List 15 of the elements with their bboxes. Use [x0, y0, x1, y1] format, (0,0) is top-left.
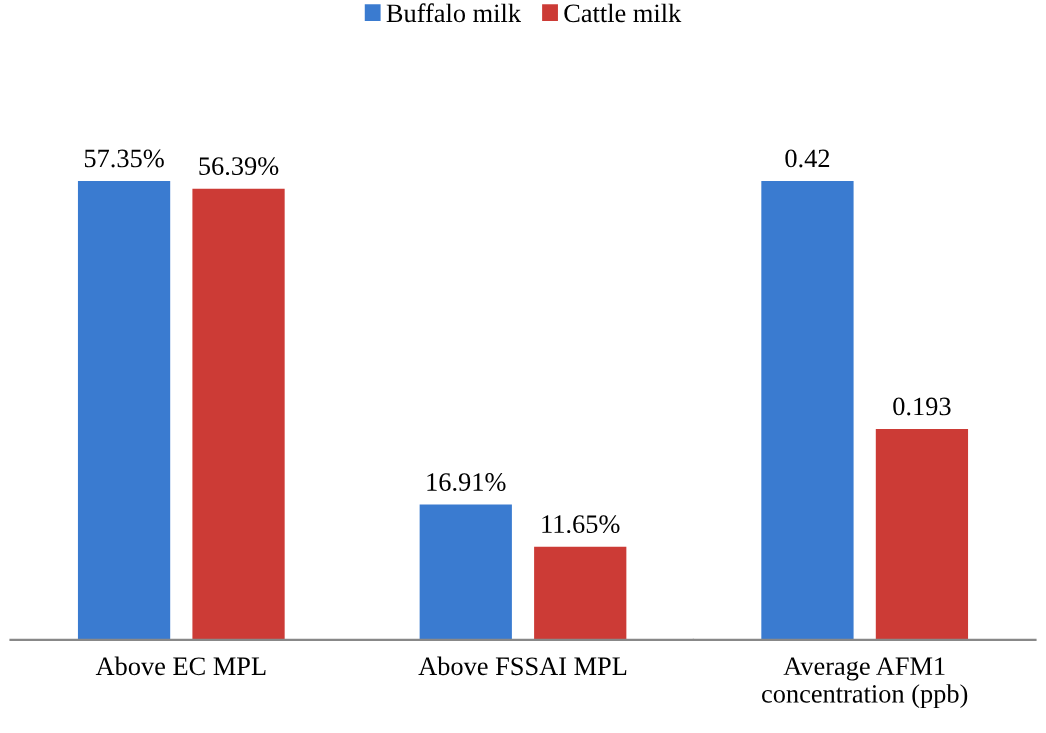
bar [419, 504, 512, 640]
data-label: 56.39% [199, 157, 279, 176]
x-tick-label: Above FSSAI MPL [418, 656, 627, 676]
data-label: 16.91% [427, 473, 506, 492]
legend-label: Buffalo milk [386, 3, 522, 23]
x-tick-label: Above EC MPL [95, 656, 266, 676]
bar [77, 180, 171, 640]
data-label: 57.35% [84, 149, 164, 168]
bar [192, 188, 285, 640]
bar [534, 546, 627, 640]
x-tick-label: Average AFM1 concentration (ppb) [762, 657, 968, 709]
data-label: 0.193 [893, 397, 951, 416]
data-label: 11.65% [542, 515, 620, 534]
legend-label: Cattle milk [564, 3, 682, 23]
data-label: 0.42 [785, 149, 830, 168]
